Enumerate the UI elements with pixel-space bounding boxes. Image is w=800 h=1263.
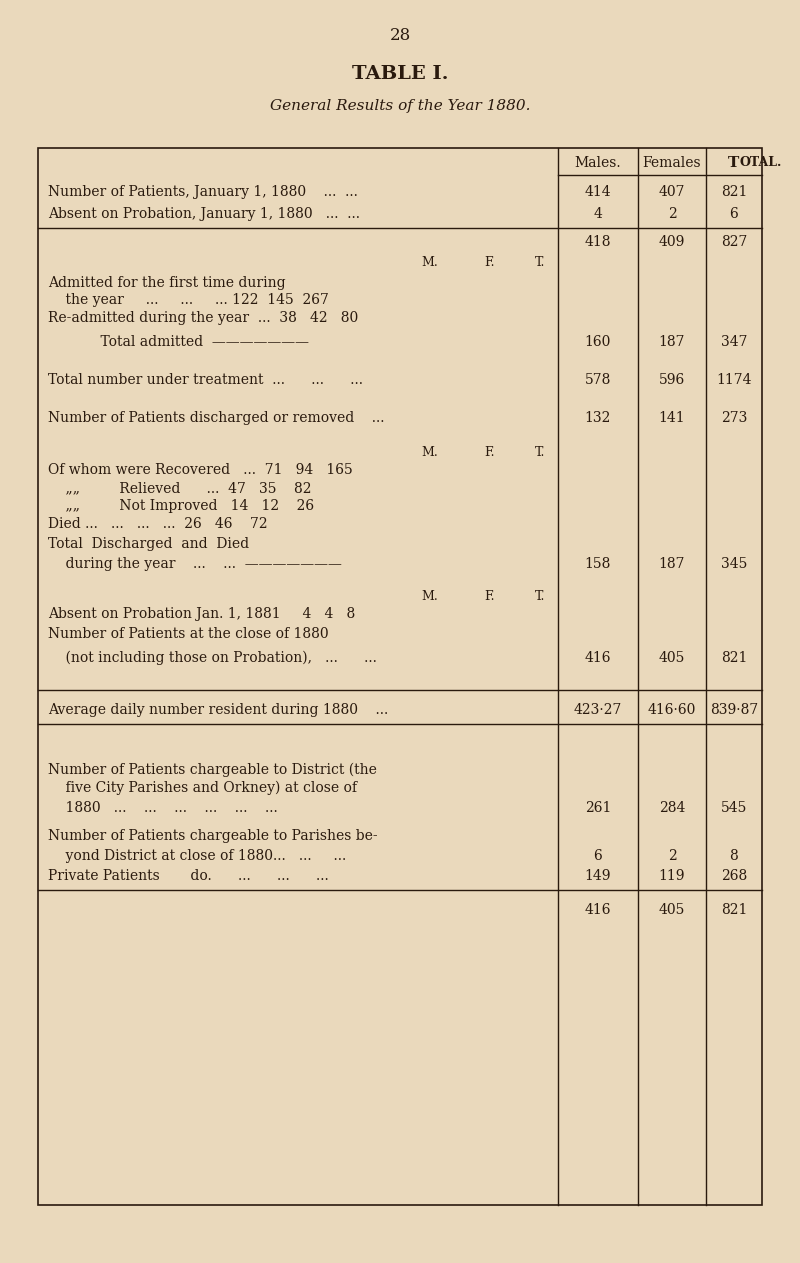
Text: 347: 347 xyxy=(721,335,747,349)
Text: Number of Patients discharged or removed    ...: Number of Patients discharged or removed… xyxy=(48,410,385,426)
Text: 596: 596 xyxy=(659,373,685,386)
Text: 6: 6 xyxy=(594,849,602,863)
Text: 405: 405 xyxy=(659,903,685,917)
Text: 416: 416 xyxy=(585,650,611,666)
Text: Died ...   ...   ...   ...  26   46    72: Died ... ... ... ... 26 46 72 xyxy=(48,517,268,530)
Text: F.: F. xyxy=(485,590,495,602)
Text: Admitted for the first time during: Admitted for the first time during xyxy=(48,277,286,290)
Text: T: T xyxy=(728,157,740,171)
Text: F.: F. xyxy=(485,446,495,458)
Text: the year     ...     ...     ... 122  145  267: the year ... ... ... 122 145 267 xyxy=(48,293,329,307)
Text: Re-admitted during the year  ...  38   42   80: Re-admitted during the year ... 38 42 80 xyxy=(48,311,358,325)
Text: 4: 4 xyxy=(594,207,602,221)
Text: T.: T. xyxy=(535,590,545,602)
Text: 2: 2 xyxy=(668,849,676,863)
Text: 409: 409 xyxy=(659,235,685,249)
Text: M.: M. xyxy=(422,590,438,602)
Text: (not including those on Probation),   ...      ...: (not including those on Probation), ... … xyxy=(48,650,377,666)
Text: 158: 158 xyxy=(585,557,611,571)
Text: 187: 187 xyxy=(658,557,686,571)
Text: 416·60: 416·60 xyxy=(648,703,696,717)
Text: F.: F. xyxy=(485,256,495,269)
Text: 160: 160 xyxy=(585,335,611,349)
Text: 416: 416 xyxy=(585,903,611,917)
Text: 119: 119 xyxy=(658,869,686,883)
Text: 261: 261 xyxy=(585,801,611,815)
Text: General Results of the Year 1880.: General Results of the Year 1880. xyxy=(270,99,530,112)
Text: five City Parishes and Orkney) at close of: five City Parishes and Orkney) at close … xyxy=(48,781,357,796)
Text: 132: 132 xyxy=(585,410,611,426)
Text: M.: M. xyxy=(422,256,438,269)
Text: 827: 827 xyxy=(721,235,747,249)
Text: Number of Patients chargeable to Parishes be-: Number of Patients chargeable to Parishe… xyxy=(48,829,378,842)
Text: Number of Patients chargeable to District (the: Number of Patients chargeable to Distric… xyxy=(48,763,377,777)
Text: 1880   ...    ...    ...    ...    ...    ...: 1880 ... ... ... ... ... ... xyxy=(48,801,278,815)
Text: Absent on Probation Jan. 1, 1881     4   4   8: Absent on Probation Jan. 1, 1881 4 4 8 xyxy=(48,608,355,621)
Text: 839·87: 839·87 xyxy=(710,703,758,717)
Text: 1174: 1174 xyxy=(716,373,752,386)
Text: T.: T. xyxy=(535,446,545,458)
Text: 149: 149 xyxy=(585,869,611,883)
Text: „„         Not Improved   14   12    26: „„ Not Improved 14 12 26 xyxy=(48,499,314,513)
Text: 284: 284 xyxy=(659,801,685,815)
Text: 8: 8 xyxy=(730,849,738,863)
Text: 345: 345 xyxy=(721,557,747,571)
Text: Number of Patients at the close of 1880: Number of Patients at the close of 1880 xyxy=(48,626,329,642)
Text: Of whom were Recovered   ...  71   94   165: Of whom were Recovered ... 71 94 165 xyxy=(48,464,353,477)
Text: „„         Relieved      ...  47   35    82: „„ Relieved ... 47 35 82 xyxy=(48,481,311,495)
Text: 423·27: 423·27 xyxy=(574,703,622,717)
Text: 821: 821 xyxy=(721,903,747,917)
Text: yond District at close of 1880...   ...     ...: yond District at close of 1880... ... ..… xyxy=(48,849,346,863)
Text: Females: Females xyxy=(642,157,702,171)
Text: 418: 418 xyxy=(585,235,611,249)
Text: M.: M. xyxy=(422,446,438,458)
Text: Total number under treatment  ...      ...      ...: Total number under treatment ... ... ... xyxy=(48,373,363,386)
Text: 414: 414 xyxy=(585,184,611,200)
Text: 405: 405 xyxy=(659,650,685,666)
Text: TABLE I.: TABLE I. xyxy=(352,64,448,83)
Text: 187: 187 xyxy=(658,335,686,349)
Text: 578: 578 xyxy=(585,373,611,386)
Text: 268: 268 xyxy=(721,869,747,883)
Text: 141: 141 xyxy=(658,410,686,426)
Text: 821: 821 xyxy=(721,650,747,666)
Text: 6: 6 xyxy=(730,207,738,221)
Text: 28: 28 xyxy=(390,28,410,44)
Text: 273: 273 xyxy=(721,410,747,426)
Text: Total  Discharged  and  Died: Total Discharged and Died xyxy=(48,537,249,551)
Text: OTAL.: OTAL. xyxy=(739,157,782,169)
Text: 821: 821 xyxy=(721,184,747,200)
Text: during the year    ...    ...  ———————: during the year ... ... ——————— xyxy=(48,557,342,571)
Text: Private Patients       do.      ...      ...      ...: Private Patients do. ... ... ... xyxy=(48,869,329,883)
Text: 407: 407 xyxy=(658,184,686,200)
Text: 2: 2 xyxy=(668,207,676,221)
Text: Average daily number resident during 1880    ...: Average daily number resident during 188… xyxy=(48,703,388,717)
Text: Total admitted  ———————: Total admitted ——————— xyxy=(48,335,309,349)
Text: Absent on Probation, January 1, 1880   ...  ...: Absent on Probation, January 1, 1880 ...… xyxy=(48,207,360,221)
Bar xyxy=(38,148,762,1205)
Text: T.: T. xyxy=(535,256,545,269)
Text: Number of Patients, January 1, 1880    ...  ...: Number of Patients, January 1, 1880 ... … xyxy=(48,184,358,200)
Text: 545: 545 xyxy=(721,801,747,815)
Text: Males.: Males. xyxy=(574,157,622,171)
